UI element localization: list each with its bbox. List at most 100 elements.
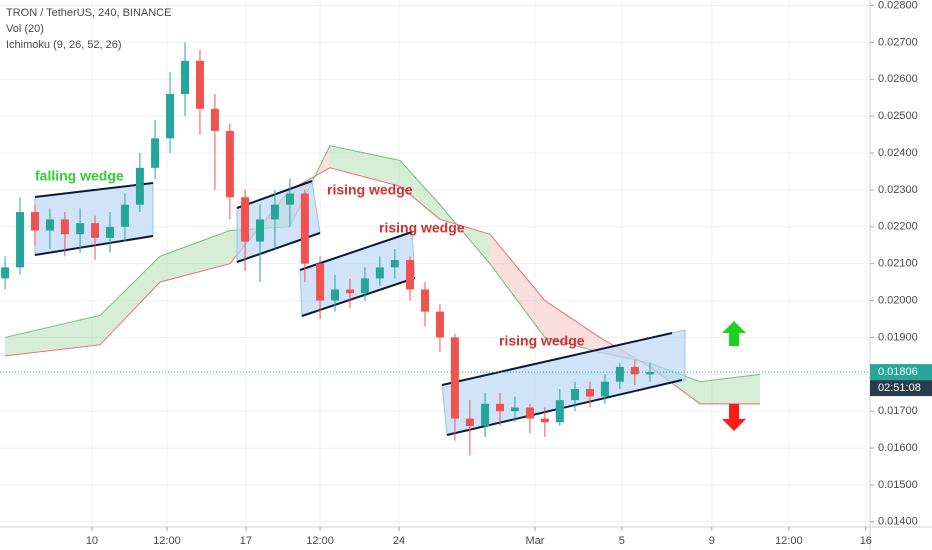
- countdown-box: [870, 380, 932, 397]
- annotation: falling wedge: [35, 168, 124, 184]
- candle-body: [300, 193, 309, 264]
- wedge-line: [299, 231, 413, 271]
- candles: [1, 42, 655, 456]
- legend: TRON / TetherUS, 240, BINANCE Vol (20) I…: [6, 7, 171, 51]
- last-price-label: 0.01806: [878, 366, 918, 378]
- candle-body: [45, 219, 54, 231]
- wedge-line: [301, 277, 416, 317]
- candle-body: [390, 259, 399, 268]
- candle-body: [465, 418, 474, 426]
- ichimoku-legend: Ichimoku (9, 26, 52, 26): [6, 39, 122, 51]
- y-tick-label: 0.02800: [878, 0, 918, 11]
- y-tick-label: 0.02400: [878, 147, 918, 159]
- candle-body: [375, 267, 384, 279]
- candle-body: [241, 197, 250, 242]
- symbol-title: TRON / TetherUS, 240, BINANCE: [6, 7, 171, 19]
- candle-body: [105, 226, 114, 238]
- candle-body: [210, 108, 219, 131]
- y-tick-label: 0.02100: [878, 258, 918, 270]
- y-tick-label: 0.01400: [878, 516, 918, 528]
- candle-body: [540, 418, 549, 423]
- grid: [0, 0, 870, 527]
- candle-body: [600, 381, 609, 397]
- candle-body: [166, 94, 175, 139]
- x-tick-label: 5: [619, 535, 625, 547]
- annotations: falling wedge rising wedge rising wedge …: [35, 168, 585, 349]
- candle-body: [555, 400, 564, 423]
- candle-body: [151, 138, 160, 168]
- cloud-fill: [399, 160, 440, 220]
- last-price-box: [870, 364, 932, 381]
- candle-body: [646, 372, 655, 375]
- candle-body: [195, 60, 204, 109]
- candle-body: [180, 60, 189, 95]
- candle-body: [496, 403, 505, 412]
- x-tick-label: 12:00: [153, 535, 181, 547]
- x-tick-label: 10: [86, 535, 98, 547]
- candle-body: [615, 366, 624, 382]
- cloud-fill: [5, 315, 101, 356]
- candle-body: [331, 289, 340, 301]
- candle-body: [450, 337, 459, 419]
- candle-body: [30, 212, 39, 231]
- candle-body: [225, 130, 234, 198]
- annotation: rising wedge: [379, 220, 465, 236]
- x-tick-label: 9: [709, 535, 715, 547]
- candle-body: [510, 407, 519, 412]
- candle-body: [585, 389, 594, 397]
- candle-body: [360, 278, 369, 294]
- candle-body: [345, 289, 354, 294]
- x-tick-label: Mar: [526, 535, 545, 547]
- down-arrow: [722, 404, 746, 431]
- candle-body: [525, 407, 534, 419]
- candle-body: [135, 167, 144, 205]
- candle-body: [571, 389, 580, 401]
- cloud-fill: [489, 234, 545, 338]
- y-tick-label: 0.02600: [878, 73, 918, 85]
- cloud-fill: [100, 256, 160, 345]
- candle-body: [120, 204, 129, 227]
- x-tick-label: 16: [860, 535, 872, 547]
- x-tick-label: 24: [393, 535, 405, 547]
- candle-body: [256, 219, 265, 242]
- cloud-fill: [544, 300, 600, 353]
- y-tick-label: 0.01900: [878, 331, 918, 343]
- y-tick-label: 0.01500: [878, 479, 918, 491]
- x-tick-label: 17: [240, 535, 252, 547]
- volume-legend: Vol (20): [6, 23, 44, 35]
- wedge-line: [34, 182, 154, 198]
- y-tick-label: 0.01700: [878, 405, 918, 417]
- candle-body: [16, 212, 25, 268]
- candle-body: [406, 259, 415, 290]
- cloud-fill: [329, 145, 400, 187]
- candle-body: [630, 366, 639, 375]
- cloud-fill: [699, 374, 761, 404]
- y-tick-label: 0.02700: [878, 36, 918, 48]
- annotation: rising wedge: [327, 182, 413, 198]
- y-tick-label: 0.02500: [878, 110, 918, 122]
- candle-body: [270, 204, 279, 220]
- x-tick-label: 12:00: [775, 535, 803, 547]
- x-tick-label: 12:00: [306, 535, 334, 547]
- candle-body: [420, 289, 429, 312]
- candle-body: [435, 311, 444, 338]
- arrows: [722, 321, 746, 431]
- y-tick-label: 0.01600: [878, 442, 918, 454]
- candle-body: [1, 267, 10, 279]
- wedge-line: [34, 235, 154, 256]
- candle-body: [76, 223, 85, 235]
- countdown-label: 02:51:08: [878, 382, 921, 394]
- wedge-line: [441, 332, 673, 386]
- up-arrow: [722, 321, 746, 346]
- candle-body: [60, 219, 69, 235]
- candle-body: [91, 223, 100, 238]
- y-tick-label: 0.02300: [878, 184, 918, 196]
- y-tick-label: 0.02000: [878, 294, 918, 306]
- y-tick-label: 0.02200: [878, 221, 918, 233]
- candle-body: [285, 193, 294, 205]
- candle-body: [316, 263, 325, 301]
- annotation: rising wedge: [499, 333, 585, 349]
